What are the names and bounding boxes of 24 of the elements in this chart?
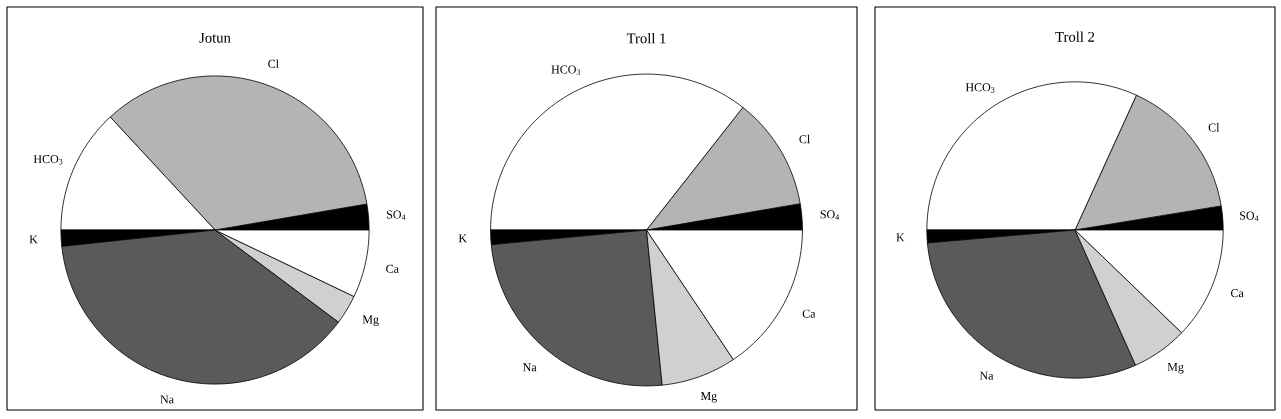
slice-label: Cl (799, 134, 811, 144)
slice-label: Mg (1167, 362, 1184, 374)
slice-label: Na (523, 363, 537, 372)
slice-label: HCO$_{3}$ (33, 155, 63, 165)
slice-label: Mg (700, 392, 717, 403)
slice-label: Ca (386, 264, 399, 273)
slice-label: Cl (1208, 123, 1220, 132)
slice-label: Ca (1230, 289, 1244, 298)
slice-label: Ca (802, 309, 816, 318)
chart-title: Troll 2 (1055, 31, 1095, 42)
slice-label: HCO$_{3}$ (965, 83, 995, 93)
slice-label: K (896, 233, 905, 242)
chart-title: Troll 1 (626, 33, 666, 44)
slice-label: Na (979, 371, 994, 380)
slice-label: Mg (362, 315, 379, 327)
slice-label: SO$_{4}$ (386, 210, 406, 220)
slice-label: SO$_{4}$ (820, 210, 840, 220)
slice-label: SO$_{4}$ (1240, 211, 1259, 221)
chart-title: Jotun (199, 32, 231, 43)
slice-label: K (458, 234, 467, 243)
slice-label: HCO$_{3}$ (551, 65, 581, 75)
slice-label: Cl (268, 59, 279, 68)
slice-label: Na (160, 395, 174, 404)
slice-label: K (29, 235, 38, 244)
